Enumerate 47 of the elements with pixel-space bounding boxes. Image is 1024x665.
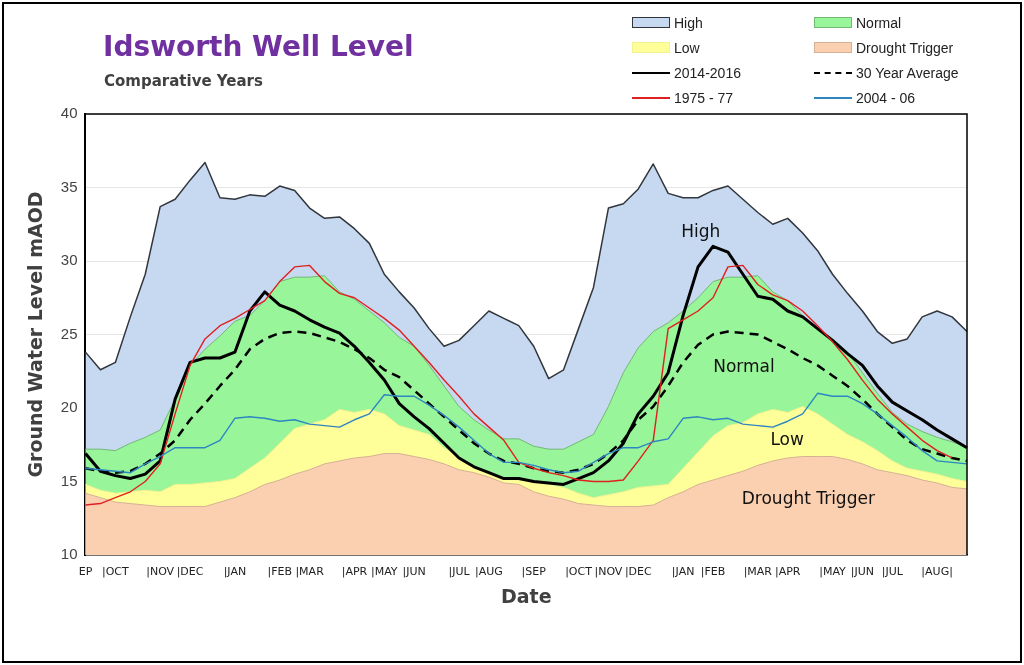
y-tick-label: 30 — [60, 251, 78, 269]
chart-subtitle: Comparative Years — [104, 72, 263, 90]
x-tick-label: |MAY — [371, 565, 398, 579]
legend-label: Low — [674, 39, 700, 56]
x-tick-label: |FEB — [700, 565, 726, 579]
x-tick-label: |DEC — [176, 565, 204, 579]
annotation: Drought Trigger — [741, 487, 875, 508]
x-tick-label: |MAY — [819, 565, 847, 579]
chart-title: Idsworth Well Level — [103, 30, 414, 63]
x-tick-label: |JUL — [881, 565, 904, 579]
legend-label: 2014-2016 — [674, 64, 741, 81]
x-tick-label: |JUN — [402, 565, 426, 579]
annotation: Normal — [713, 356, 775, 377]
legend-label: High — [674, 14, 703, 31]
legend-label: 2004 - 06 — [856, 89, 916, 106]
x-tick-label: |JAN — [671, 565, 695, 579]
annotation: High — [681, 221, 721, 242]
x-tick-label: |JUL — [448, 565, 471, 579]
x-tick-label: |DEC — [624, 565, 653, 579]
x-axis-title: Date — [500, 584, 552, 607]
x-tick-label: EP — [78, 565, 93, 579]
legend-label: Drought Trigger — [856, 39, 954, 56]
annotation: Low — [770, 428, 804, 449]
x-tick-label: |OCT — [565, 565, 593, 579]
y-tick-label: 20 — [60, 398, 78, 416]
legend-label: 30 Year Average — [856, 64, 959, 81]
x-tick-label: |JAN — [223, 565, 247, 579]
x-tick-label: |AUG — [474, 565, 503, 579]
x-tick-label: |APR — [341, 565, 368, 579]
x-tick-label: |NOV — [146, 565, 175, 579]
x-tick-label: |OCT — [101, 565, 130, 579]
x-tick-label: |MAR — [295, 565, 325, 579]
y-tick-label: 15 — [60, 471, 78, 489]
x-tick-label: |SEP — [521, 565, 547, 579]
y-axis-title: Ground Water Level mAOD — [24, 191, 47, 478]
legend-label: Normal — [856, 14, 902, 31]
y-tick-label: 40 — [60, 104, 78, 122]
y-tick-label: 10 — [60, 545, 78, 563]
x-tick-label: |APR — [774, 565, 801, 579]
y-tick-label: 25 — [60, 324, 78, 342]
x-tick-label: |AUG| — [921, 565, 953, 579]
legend-label: 1975 - 77 — [674, 89, 734, 106]
x-tick-label: |NOV — [594, 565, 623, 579]
x-tick-label: |JUN — [850, 565, 875, 579]
x-tick-label: |FEB — [267, 565, 292, 579]
x-tick-label: |MAR — [743, 565, 773, 579]
y-tick-label: 35 — [60, 177, 78, 195]
